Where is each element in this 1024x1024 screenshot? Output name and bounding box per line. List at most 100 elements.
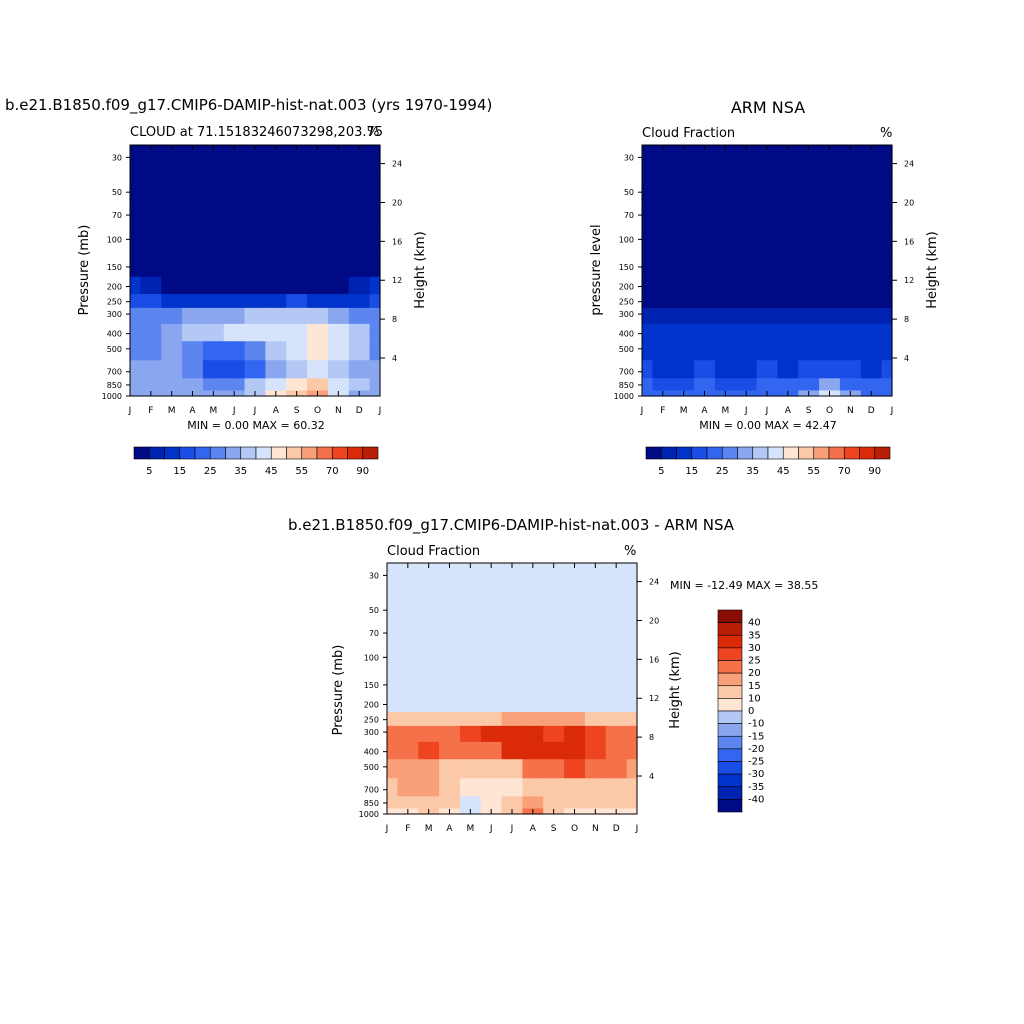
heatmap-cell (605, 741, 628, 760)
heatmap-cell (673, 145, 695, 176)
colorbar-swatch (194, 446, 211, 460)
heatmap-cell (881, 276, 893, 295)
heatmap-cell (327, 227, 350, 254)
heatmap-cell (694, 323, 716, 342)
y-tick-label: 300 (619, 310, 634, 319)
heatmap-cell (673, 323, 695, 342)
heatmap-cell (694, 253, 716, 278)
heatmap-cell (839, 360, 862, 379)
heatmap-cell (244, 227, 267, 254)
heatmap-cell (140, 253, 162, 278)
heatmap-cell (543, 712, 565, 727)
heatmap-cell (130, 390, 142, 397)
heatmap-cell (307, 294, 329, 309)
heatmap-cell (714, 174, 737, 205)
heatmap-cell (694, 203, 716, 228)
heatmap-cell (130, 378, 142, 392)
heatmap-cell (819, 203, 841, 228)
heatmap-cell (735, 341, 758, 361)
heatmap-cell (584, 671, 607, 696)
heatmap-cell (397, 796, 419, 810)
heatmap-cell (501, 741, 524, 760)
heatmap-cell (202, 307, 225, 325)
heatmap-cell (584, 796, 607, 810)
heatmap-cell (130, 203, 142, 228)
colorbar-label: 20 (748, 668, 761, 679)
heatmap-cell (735, 227, 758, 254)
heatmap-cell (244, 307, 267, 325)
heatmap-cell (626, 759, 638, 779)
heatmap-cell (819, 307, 841, 325)
heatmap-cell (223, 323, 246, 342)
y-tick-label: 150 (364, 681, 379, 690)
heatmap-cell (327, 174, 350, 205)
heatmap-cell (202, 276, 225, 295)
x-tick-label: A (446, 824, 453, 834)
heatmap-cell (223, 253, 246, 278)
heatmap-cell (735, 378, 758, 392)
heatmap-cell (819, 227, 841, 254)
colorbar-label: 35 (746, 466, 759, 477)
colorbar-swatch (286, 446, 303, 460)
heatmap-cell (605, 778, 628, 797)
heatmap-cell (881, 307, 893, 325)
x-tick-label: S (551, 824, 557, 834)
heatmap-cell (348, 323, 371, 342)
heatmap-cell (694, 307, 716, 325)
heatmap-cell (439, 796, 461, 810)
heatmap-cell (130, 174, 142, 205)
heatmap-cell (839, 174, 862, 205)
panel-obs-units: % (880, 126, 892, 141)
colorbar-label: 30 (748, 643, 761, 654)
heatmap-cell (626, 694, 638, 713)
colorbar-swatch (717, 698, 743, 712)
colorbar-swatch (752, 446, 769, 460)
heatmap-cell (819, 276, 841, 295)
heatmap-cell (881, 203, 893, 228)
heatmap-cell (348, 307, 371, 325)
x-tick-label: J (128, 406, 132, 416)
right-tick-label: 24 (392, 160, 402, 169)
heatmap-cell (584, 563, 607, 594)
heatmap-cell (501, 796, 524, 810)
heatmap-cell (522, 759, 544, 779)
heatmap-cell (798, 227, 820, 254)
y-tick-label: 850 (107, 381, 122, 390)
heatmap-cell (286, 203, 308, 228)
heatmap-cell (673, 203, 695, 228)
heatmap-cell (307, 323, 329, 342)
heatmap-cell (543, 694, 565, 713)
heatmap-cell (130, 227, 142, 254)
x-tick-label: D (613, 824, 620, 834)
heatmap-cell (140, 174, 162, 205)
heatmap-cell (642, 323, 654, 342)
x-tick-label: J (489, 824, 493, 834)
heatmap-cell (564, 741, 586, 760)
panel-model-left-label: CLOUD at 71.15183246073298,203.75 (130, 125, 383, 140)
y-tick-label: 200 (364, 700, 379, 709)
heatmap-cell (501, 778, 524, 797)
heatmap-cell (387, 808, 399, 815)
x-tick-label: O (826, 406, 833, 416)
heatmap-cell (584, 694, 607, 713)
heatmap-cell (839, 253, 862, 278)
heatmap-cell (130, 360, 142, 379)
heatmap-cell (652, 307, 674, 325)
right-tick-label: 12 (649, 694, 659, 703)
heatmap-cell (286, 294, 308, 309)
heatmap-cell (348, 145, 371, 176)
y-tick-label: 700 (107, 368, 122, 377)
heatmap-cell (652, 145, 674, 176)
heatmap-cell (130, 253, 142, 278)
heatmap-cell (307, 145, 329, 176)
heatmap-cell (418, 592, 440, 623)
colorbar-label: 0 (748, 706, 754, 717)
heatmap-cell (819, 341, 841, 361)
heatmap-cell (777, 378, 799, 392)
right-tick-label: 16 (904, 237, 914, 246)
panel-diff: b.e21.B1850.f09_g17.CMIP6-DAMIP-hist-nat… (288, 516, 818, 834)
heatmap-cell (673, 174, 695, 205)
x-tick-label: M (425, 824, 433, 834)
heatmap-cell (348, 360, 371, 379)
heatmap-cell (522, 712, 544, 727)
